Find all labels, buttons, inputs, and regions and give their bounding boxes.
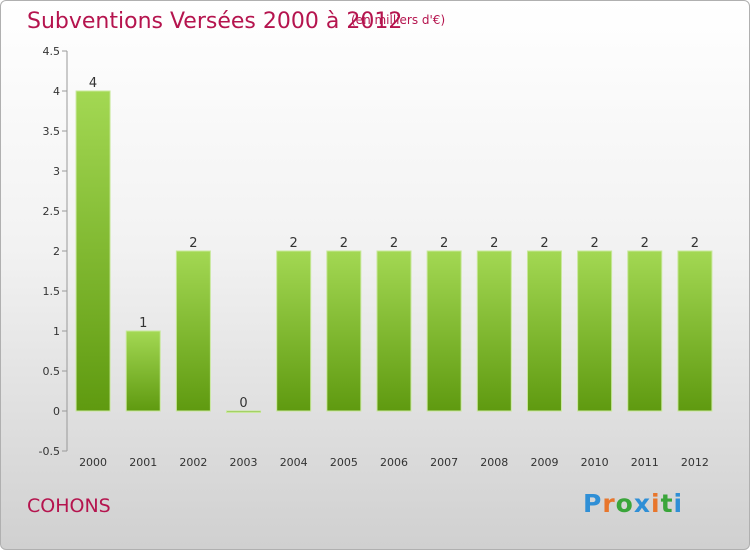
y-tick-label: 4 — [53, 85, 60, 98]
logo-letter: P — [583, 489, 603, 518]
data-label: 2 — [691, 236, 699, 251]
logo-letter: r — [602, 489, 616, 518]
chart-title: Subventions Versées 2000 à 2012 — [27, 9, 403, 34]
data-label: 2 — [540, 236, 548, 251]
logo-letter: i — [673, 489, 684, 518]
x-tick-label: 2002 — [179, 456, 207, 469]
bar — [75, 90, 111, 412]
logo-letter: o — [615, 489, 634, 518]
bar — [326, 250, 362, 412]
y-tick-label: 3.5 — [43, 125, 61, 138]
bar — [125, 330, 161, 412]
data-label: 2 — [390, 236, 398, 251]
bar — [376, 250, 412, 412]
bar — [175, 250, 211, 412]
y-tick-label: 1.5 — [43, 285, 61, 298]
data-label: 2 — [641, 236, 649, 251]
y-tick-label: 3 — [53, 165, 60, 178]
data-label: 4 — [89, 76, 97, 91]
logo-letter: t — [660, 489, 674, 518]
logo-letter: i — [651, 489, 661, 518]
bar — [226, 410, 262, 413]
y-tick-label: 0 — [53, 405, 60, 418]
y-tick-label: 2.5 — [43, 205, 61, 218]
bar — [476, 250, 512, 412]
x-tick-label: 2011 — [631, 456, 659, 469]
bar — [276, 250, 312, 412]
data-label: 2 — [189, 236, 197, 251]
x-tick-label: 2000 — [79, 456, 107, 469]
unit-label: (en milliers d'€) — [351, 13, 446, 27]
data-label: 2 — [490, 236, 498, 251]
data-label: 1 — [139, 316, 147, 331]
proxiti-logo: Proxiti — [583, 489, 683, 518]
data-label: 0 — [239, 396, 247, 411]
bar — [426, 250, 462, 412]
x-tick-label: 2008 — [480, 456, 508, 469]
commune-name: COHONS — [27, 495, 111, 517]
x-tick-label: 2005 — [330, 456, 358, 469]
x-tick-label: 2009 — [530, 456, 558, 469]
data-label: 2 — [290, 236, 298, 251]
data-label: 2 — [340, 236, 348, 251]
y-tick-label: 2 — [53, 245, 60, 258]
data-label: 2 — [440, 236, 448, 251]
x-tick-label: 2003 — [230, 456, 258, 469]
y-tick-label: -0.5 — [39, 445, 60, 458]
x-tick-label: 2012 — [681, 456, 709, 469]
bar — [577, 250, 613, 412]
x-tick-label: 2010 — [581, 456, 609, 469]
x-tick-label: 2006 — [380, 456, 408, 469]
bar — [677, 250, 713, 412]
x-tick-label: 2007 — [430, 456, 458, 469]
x-tick-label: 2004 — [280, 456, 308, 469]
bar — [627, 250, 663, 412]
y-tick-label: 0.5 — [43, 365, 61, 378]
x-tick-label: 2001 — [129, 456, 157, 469]
data-label: 2 — [590, 236, 598, 251]
bar — [526, 250, 562, 412]
y-tick-label: 4.5 — [43, 45, 61, 58]
y-tick-label: 1 — [53, 325, 60, 338]
logo-letter: x — [633, 489, 651, 518]
